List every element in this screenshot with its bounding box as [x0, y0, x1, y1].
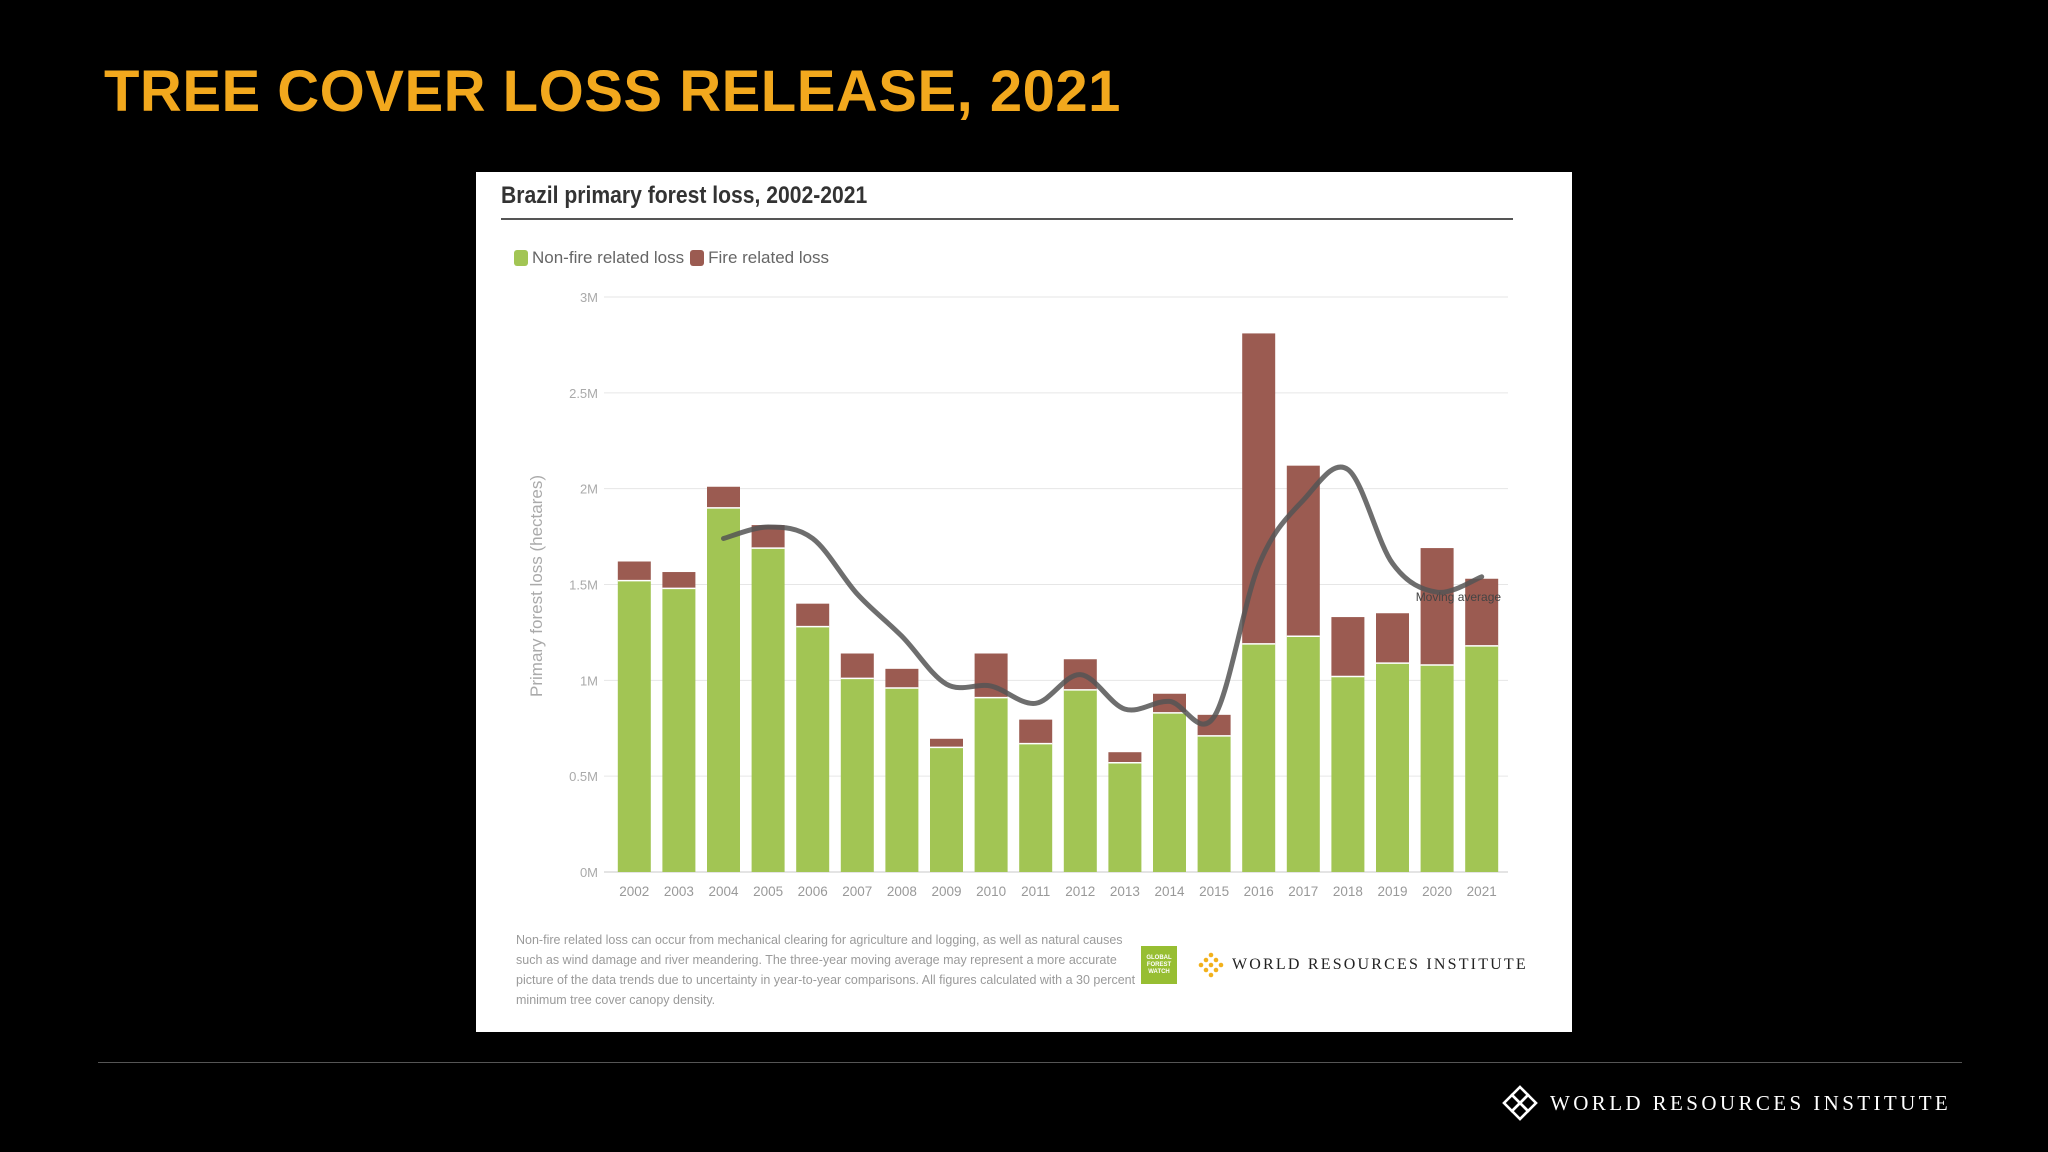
- x-tick-label: 2021: [1467, 884, 1497, 899]
- x-tick-label: 2013: [1110, 884, 1140, 899]
- bar-fire-2020[interactable]: [1420, 548, 1454, 665]
- x-tick-label: 2009: [931, 884, 961, 899]
- x-tick-label: 2019: [1377, 884, 1407, 899]
- bar-fire-2013[interactable]: [1108, 752, 1142, 763]
- chart-panel: Brazil primary forest loss, 2002-2021 No…: [476, 172, 1572, 1032]
- bar-fire-2003[interactable]: [662, 572, 696, 589]
- chart-legend: Non-fire related loss Fire related loss: [514, 248, 835, 268]
- bar-non-fire-2014[interactable]: [1153, 712, 1186, 872]
- title-divider: [501, 218, 1513, 220]
- x-tick-label: 2017: [1288, 884, 1318, 899]
- y-axis-label: Primary forest loss (hectares): [527, 475, 546, 697]
- bar-non-fire-2010[interactable]: [974, 697, 1008, 872]
- legend-label-fire: Fire related loss: [708, 248, 830, 267]
- legend-item-fire[interactable]: Fire related loss: [690, 248, 829, 268]
- x-tick-label: 2003: [664, 884, 694, 899]
- bar-non-fire-2008[interactable]: [885, 688, 919, 872]
- legend-swatch-fire: [690, 250, 705, 266]
- bar-fire-2007[interactable]: [840, 653, 874, 679]
- x-tick-label: 2002: [619, 884, 649, 899]
- bar-non-fire-2009[interactable]: [930, 747, 963, 872]
- x-axis-ticks: 2002 2003 2004 2005 2006 2007 2008 2009 2010 2011…: [619, 884, 1496, 899]
- slide-title: TREE COVER LOSS RELEASE, 2021: [104, 59, 1121, 124]
- bar-non-fire-2021[interactable]: [1465, 645, 1499, 872]
- y-tick-label: 3M: [580, 290, 598, 305]
- chart-footnote: Non-fire related loss can occur from mec…: [516, 933, 1136, 1007]
- y-tick-label: 1.5M: [569, 578, 598, 593]
- global-forest-watch-logo: GLOBAL FOREST WATCH: [1141, 946, 1177, 984]
- legend-swatch-non-fire: [514, 250, 528, 266]
- legend-label-non-fire: Non-fire related loss: [532, 248, 685, 267]
- x-tick-label: 2004: [708, 884, 739, 899]
- bar-non-fire-2006[interactable]: [796, 626, 830, 872]
- y-axis-ticks: 0M 0.5M 1M 1.5M 2M 2.5M 3M: [569, 290, 598, 880]
- footer-logo-text: WORLD RESOURCES INSTITUTE: [1550, 1090, 1952, 1115]
- x-tick-label: 2018: [1333, 884, 1363, 899]
- y-tick-label: 2.5M: [569, 386, 598, 401]
- bar-non-fire-2016[interactable]: [1242, 643, 1276, 872]
- x-tick-label: 2007: [842, 884, 872, 899]
- bar-fire-2005[interactable]: [751, 525, 785, 549]
- bar-non-fire-2017[interactable]: [1286, 636, 1320, 872]
- wri-logo-footer: WORLD RESOURCES INSTITUTE: [1502, 1085, 1951, 1121]
- bar-fire-2011[interactable]: [1019, 719, 1053, 744]
- bar-fire-2019[interactable]: [1376, 613, 1409, 664]
- bar-fire-2004[interactable]: [707, 486, 740, 508]
- chart-plot: 0M 0.5M 1M 1.5M 2M 2.5M 3M Primary forest loss…: [527, 290, 1508, 899]
- x-tick-label: 2016: [1244, 884, 1274, 899]
- x-tick-label: 2005: [753, 884, 783, 899]
- bar-non-fire-2015[interactable]: [1197, 735, 1231, 872]
- wri-emblem-icon: [1198, 952, 1224, 978]
- bar-non-fire-2004[interactable]: [707, 507, 740, 872]
- moving-average-line: [721, 464, 1485, 727]
- moving-average-label: Moving average: [1416, 590, 1502, 604]
- footer-divider: [98, 1062, 1962, 1063]
- bars: [617, 333, 1499, 873]
- bar-non-fire-2011[interactable]: [1019, 743, 1053, 872]
- x-tick-label: 2014: [1154, 884, 1185, 899]
- bar-fire-2008[interactable]: [885, 668, 919, 688]
- wri-logo-panel: WORLD RESOURCES INSTITUTE: [1198, 952, 1528, 978]
- x-tick-label: 2012: [1065, 884, 1095, 899]
- x-tick-label: 2006: [798, 884, 828, 899]
- bar-non-fire-2003[interactable]: [662, 588, 696, 872]
- chart-title: Brazil primary forest loss, 2002-2021: [501, 182, 868, 209]
- bar-non-fire-2002[interactable]: [617, 580, 651, 872]
- bar-fire-2002[interactable]: [617, 561, 651, 581]
- x-tick-label: 2010: [976, 884, 1006, 899]
- bar-non-fire-2005[interactable]: [751, 548, 785, 872]
- y-tick-label: 1M: [580, 673, 598, 688]
- y-tick-label: 2M: [580, 482, 598, 497]
- wri-logo-text: WORLD RESOURCES INSTITUTE: [1232, 956, 1528, 973]
- y-tick-label: 0M: [580, 865, 598, 880]
- bar-non-fire-2007[interactable]: [840, 678, 874, 872]
- x-tick-label: 2015: [1199, 884, 1229, 899]
- bar-non-fire-2020[interactable]: [1420, 665, 1454, 872]
- bar-fire-2021[interactable]: [1465, 578, 1499, 646]
- y-tick-label: 0.5M: [569, 769, 598, 784]
- x-tick-label: 2020: [1422, 884, 1452, 899]
- bar-fire-2018[interactable]: [1331, 617, 1365, 677]
- bar-fire-2017[interactable]: [1286, 465, 1320, 637]
- bar-non-fire-2018[interactable]: [1331, 676, 1365, 873]
- bar-non-fire-2013[interactable]: [1108, 762, 1142, 872]
- bar-non-fire-2019[interactable]: [1376, 663, 1409, 872]
- x-tick-label: 2011: [1021, 884, 1050, 899]
- x-tick-label: 2008: [887, 884, 917, 899]
- bar-non-fire-2012[interactable]: [1063, 689, 1097, 872]
- legend-item-non-fire[interactable]: Non-fire related loss: [514, 248, 684, 268]
- wri-footer-emblem-icon: [1502, 1085, 1538, 1121]
- bar-fire-2009[interactable]: [930, 738, 963, 748]
- bar-fire-2015[interactable]: [1197, 714, 1231, 736]
- bar-fire-2006[interactable]: [796, 603, 830, 627]
